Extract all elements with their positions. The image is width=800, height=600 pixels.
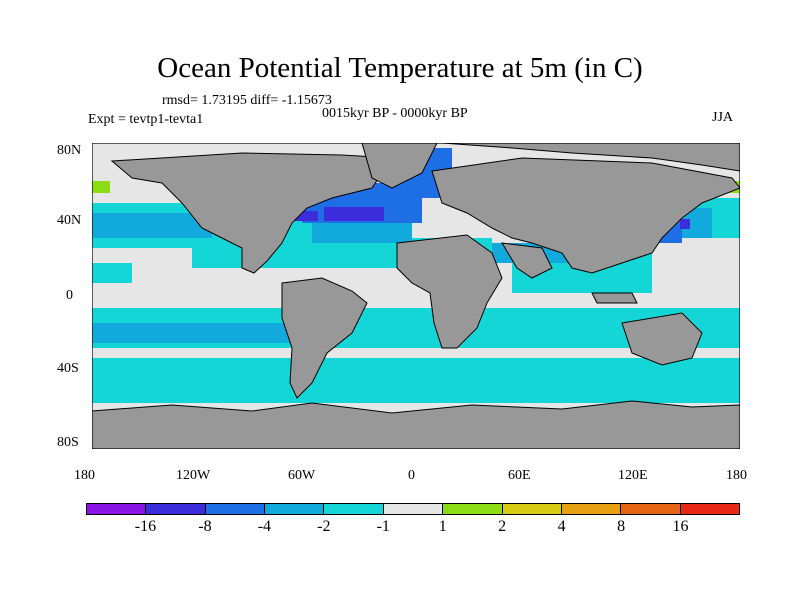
colorbar-label: 4: [557, 518, 566, 535]
colorbar-box: [324, 504, 384, 514]
colorbar-box: [383, 504, 444, 514]
colorbar-label: -4: [257, 518, 272, 535]
lon-label-0: 0: [408, 468, 415, 483]
colorbar-box: [621, 504, 681, 514]
period-text: 0015kyr BP - 0000kyr BP: [322, 106, 468, 121]
colorbar-box: [205, 504, 266, 514]
stats-text: rmsd= 1.73195 diff= -1.15673: [162, 93, 332, 108]
colorbar-label: -2: [317, 518, 331, 535]
lon-label-60e: 60E: [508, 468, 531, 483]
colorbar-label: -8: [198, 518, 212, 535]
lat-label-80s: 80S: [57, 435, 79, 450]
lon-label-120e: 120E: [618, 468, 648, 483]
lat-label-40s: 40S: [57, 361, 79, 376]
lon-label-180e: 180: [726, 468, 747, 483]
season-text: JJA: [712, 110, 734, 125]
colorbar-label: 2: [498, 518, 507, 535]
colorbar-label: 8: [617, 518, 626, 535]
colorbar-box: [87, 504, 147, 514]
page-title: Ocean Potential Temperature at 5m (in C): [157, 52, 643, 84]
colorbar-box: [502, 504, 562, 514]
colorbar-box: [146, 504, 206, 514]
colorbar-label: 1: [438, 518, 447, 535]
lat-label-40n: 40N: [57, 213, 82, 228]
land-masses: [92, 143, 740, 449]
colorbar-box: [443, 504, 503, 514]
colorbar-box: [561, 504, 622, 514]
colorbar-label: -16: [134, 518, 157, 535]
colorbar-label: -1: [376, 518, 390, 535]
lon-label-60w: 60W: [288, 468, 316, 483]
colorbar-label: 16: [672, 518, 689, 535]
experiment-text: Expt = tevtp1-tevta1: [88, 112, 204, 127]
lat-label-80n: 80N: [57, 143, 82, 158]
colorbar: [86, 503, 740, 515]
lon-label-180w: 180: [74, 468, 95, 483]
anomaly-cool-8: [292, 207, 690, 229]
colorbar-box: [680, 504, 739, 514]
map-plot: [92, 143, 740, 449]
lat-label-0: 0: [66, 288, 73, 303]
colorbar-box: [265, 504, 325, 514]
lon-label-120w: 120W: [176, 468, 211, 483]
